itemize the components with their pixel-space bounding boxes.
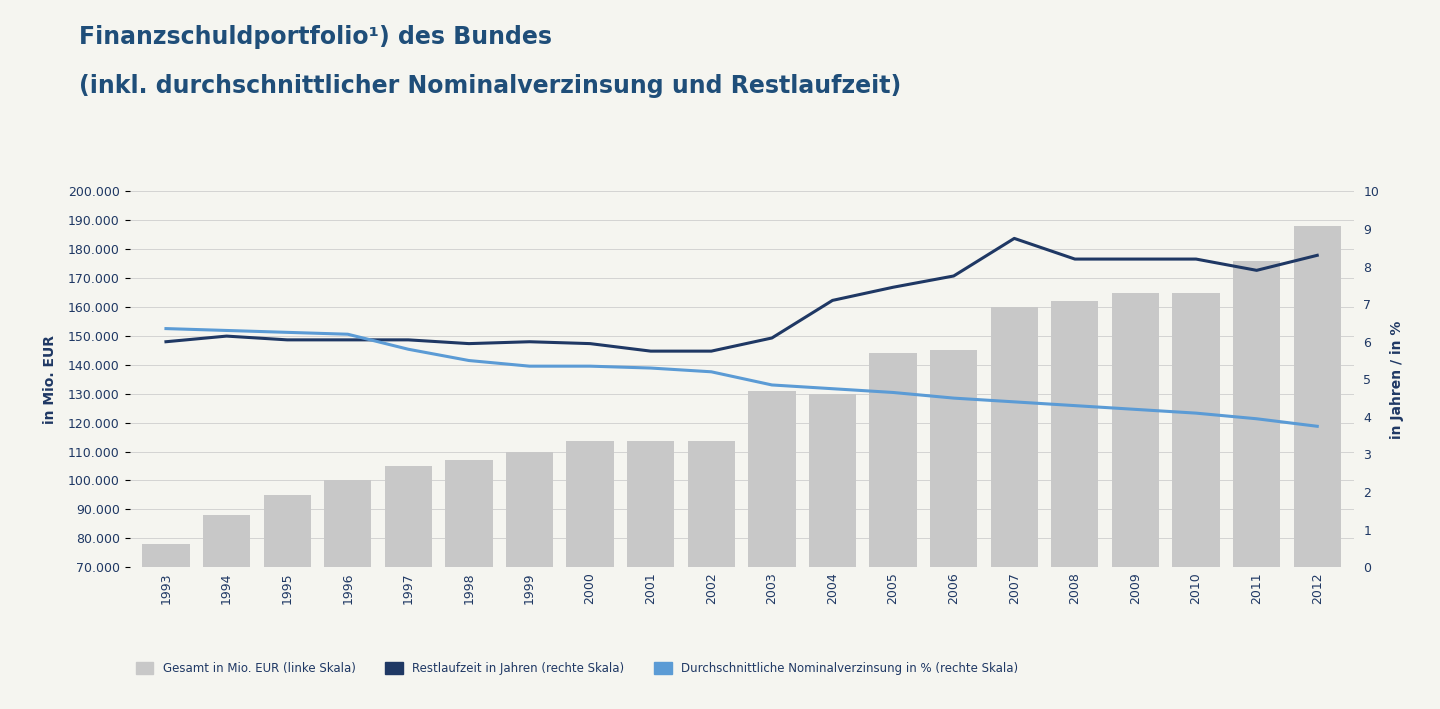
- Bar: [445, 460, 492, 709]
- Bar: [264, 495, 311, 709]
- Y-axis label: in Jahren / in %: in Jahren / in %: [1390, 320, 1404, 438]
- Bar: [1233, 261, 1280, 709]
- Bar: [566, 442, 613, 709]
- Bar: [749, 391, 795, 709]
- Text: Finanzschuldportfolio¹) des Bundes: Finanzschuldportfolio¹) des Bundes: [79, 25, 552, 49]
- Bar: [991, 307, 1038, 709]
- Bar: [505, 452, 553, 709]
- Bar: [143, 544, 190, 709]
- Text: (inkl. durchschnittlicher Nominalverzinsung und Restlaufzeit): (inkl. durchschnittlicher Nominalverzins…: [79, 74, 901, 99]
- Bar: [1051, 301, 1099, 709]
- Bar: [1293, 226, 1341, 709]
- Bar: [626, 442, 674, 709]
- Bar: [930, 350, 978, 709]
- Y-axis label: in Mio. EUR: in Mio. EUR: [43, 335, 58, 424]
- Bar: [203, 515, 251, 709]
- Bar: [1112, 293, 1159, 709]
- Bar: [688, 442, 734, 709]
- Bar: [809, 393, 857, 709]
- Legend: Gesamt in Mio. EUR (linke Skala), Restlaufzeit in Jahren (rechte Skala), Durchsc: Gesamt in Mio. EUR (linke Skala), Restla…: [135, 661, 1018, 675]
- Bar: [384, 466, 432, 709]
- Bar: [1172, 293, 1220, 709]
- Bar: [324, 481, 372, 709]
- Bar: [870, 353, 917, 709]
